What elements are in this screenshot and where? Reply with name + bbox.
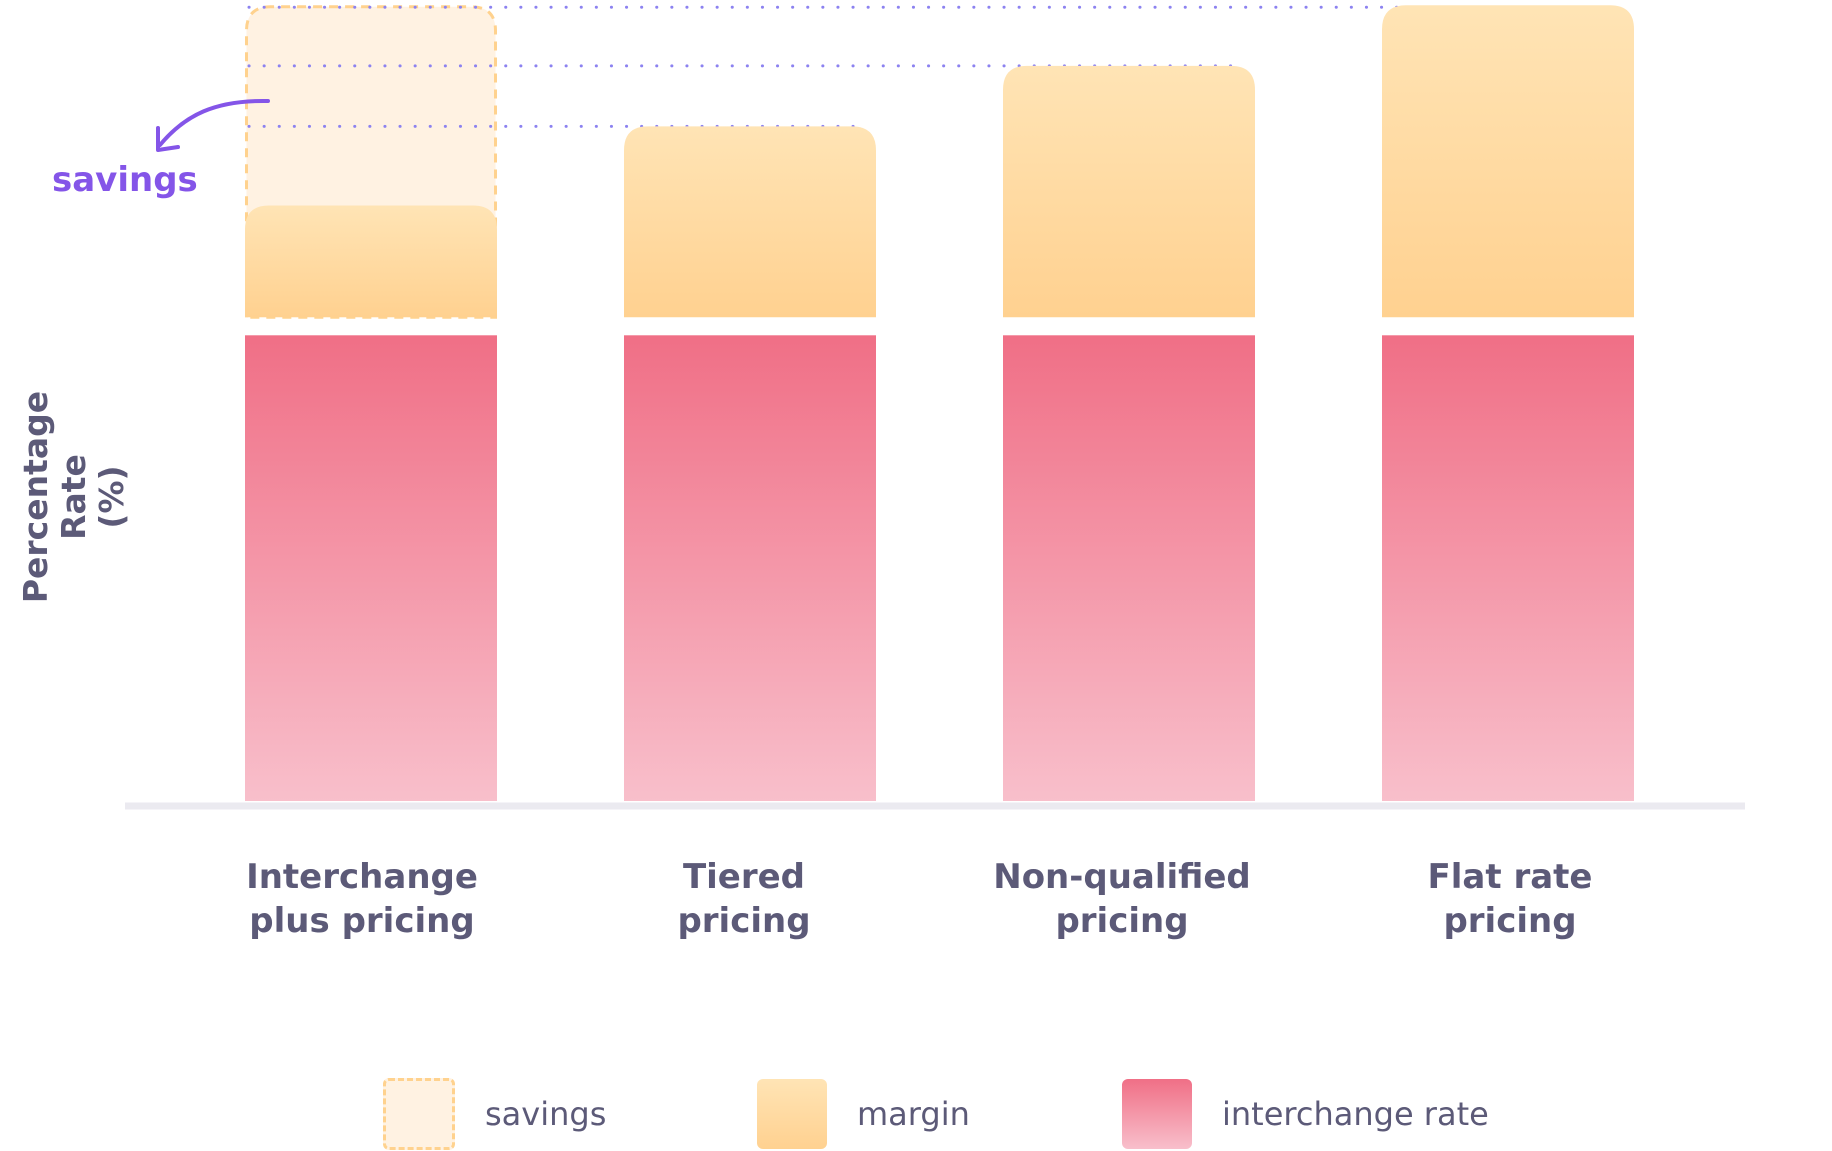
legend-item-savings: savings <box>383 1078 606 1150</box>
y-axis-label-line: Percentage Rate <box>16 390 93 604</box>
category-label-flat-rate: Flat rate pricing <box>1350 855 1670 943</box>
legend: savings margin interchange rate <box>0 1078 1832 1150</box>
y-axis-label: Percentage Rate (%) <box>16 347 131 647</box>
legend-item-margin: margin <box>757 1078 970 1150</box>
legend-label-savings: savings <box>485 1095 607 1133</box>
category-label-interchange-plus: Interchange plus pricing <box>202 855 522 943</box>
guide-lines <box>247 5 1616 128</box>
bar-margin <box>245 205 497 318</box>
bar-margin <box>624 126 876 318</box>
bar-interchange-rate <box>1003 335 1255 801</box>
category-label-line: Flat rate <box>1427 857 1593 897</box>
legend-label-margin: margin <box>857 1095 970 1133</box>
arrowhead-icon <box>156 126 180 152</box>
legend-label-interchange: interchange rate <box>1222 1095 1489 1133</box>
category-label-tiered: Tiered pricing <box>584 855 904 943</box>
legend-item-interchange: interchange rate <box>1122 1078 1489 1150</box>
bar-margin <box>1003 65 1255 318</box>
category-label-line: plus pricing <box>249 901 475 941</box>
savings-arrow-icon <box>158 98 270 147</box>
category-label-line: Non-qualified <box>993 857 1251 897</box>
category-label-line: pricing <box>1055 901 1189 941</box>
bar-interchange-rate <box>1382 335 1634 801</box>
bars <box>245 5 1634 801</box>
category-label-line: pricing <box>1443 901 1577 941</box>
bar-margin <box>1382 5 1634 318</box>
legend-swatch-savings <box>383 1078 455 1150</box>
category-label-non-qualified: Non-qualified pricing <box>962 855 1282 943</box>
legend-swatch-margin <box>757 1079 827 1149</box>
category-label-line: pricing <box>677 901 811 941</box>
legend-swatch-interchange <box>1122 1079 1192 1149</box>
savings-annotation: savings <box>52 160 198 200</box>
category-label-line: Tiered <box>682 857 806 897</box>
bar-interchange-rate <box>624 335 876 801</box>
y-axis-label-unit: (%) <box>92 465 131 529</box>
category-label-line: Interchange <box>246 857 478 897</box>
bar-interchange-rate <box>245 335 497 801</box>
